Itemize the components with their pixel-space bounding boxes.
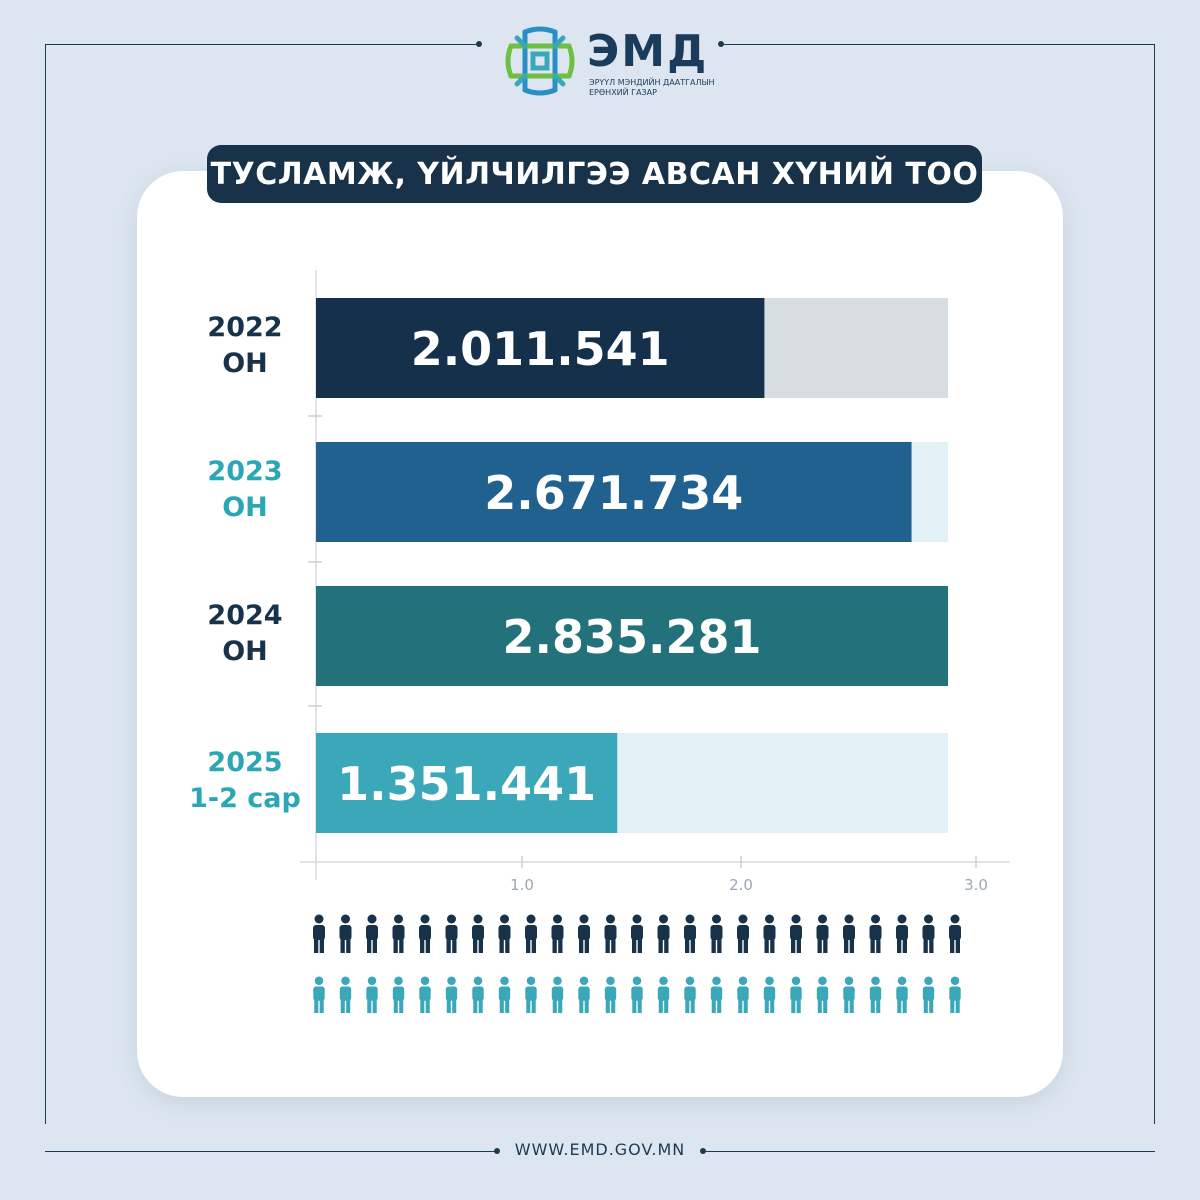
person-icon xyxy=(366,976,378,1014)
person-icon xyxy=(843,976,855,1014)
person-icon xyxy=(604,976,617,1014)
header-line-right-vertical xyxy=(1154,44,1155,1124)
footer-url-link[interactable]: WWW.EMD.GOV.MN xyxy=(514,1140,686,1159)
brand-logo[interactable]: ЭМД ЭРҮҮЛ МЭНДИЙН ДААТГАЛЫН ЕРӨНХИЙ ГАЗА… xyxy=(503,24,715,104)
year-label-line2: 1-2 сар xyxy=(189,783,301,814)
person-icon xyxy=(578,914,590,953)
header-line-right xyxy=(722,44,1155,45)
person-icon xyxy=(578,976,590,1014)
person-icon xyxy=(816,914,829,953)
person-icon xyxy=(737,914,749,953)
bar-value-label: 2.835.281 xyxy=(503,610,762,664)
person-icon xyxy=(525,976,537,1014)
person-icon xyxy=(896,976,908,1014)
year-label-line1: 2023 xyxy=(207,456,282,487)
person-icon xyxy=(843,914,855,953)
person-icon xyxy=(684,914,696,953)
header-dot-right xyxy=(718,41,724,47)
person-icon xyxy=(657,976,670,1014)
bar-value-label: 1.351.441 xyxy=(337,757,596,811)
person-icon xyxy=(313,976,325,1014)
person-icon xyxy=(419,976,431,1014)
person-icon xyxy=(631,976,643,1014)
person-icon xyxy=(498,976,511,1014)
chart-title: ТУСЛАМЖ, ҮЙЛЧИЛГЭЭ АВСАН ХҮНИЙ ТОО xyxy=(207,145,982,203)
person-icon xyxy=(472,914,484,953)
bar-value-label: 2.011.541 xyxy=(411,322,670,376)
person-icon xyxy=(551,914,564,953)
person-icon xyxy=(419,914,431,953)
person-icon xyxy=(949,976,961,1014)
person-icon xyxy=(896,914,908,953)
person-icon xyxy=(339,914,352,953)
person-icon xyxy=(631,914,643,953)
person-icon xyxy=(869,914,882,953)
brand-subtitle-line1: ЭРҮҮЛ МЭНДИЙН ДААТГАЛЫН xyxy=(589,78,715,87)
person-icon xyxy=(339,976,352,1014)
year-label-line2: ОН xyxy=(222,348,268,379)
person-icon xyxy=(922,976,935,1014)
footer-line-left xyxy=(45,1151,495,1152)
person-icon xyxy=(392,976,405,1014)
bar xyxy=(316,442,912,542)
person-icon xyxy=(684,976,696,1014)
person-icon xyxy=(816,976,829,1014)
x-tick-label: 2.0 xyxy=(729,876,753,894)
x-tick-label: 1.0 xyxy=(510,876,534,894)
x-tick-label: 3.0 xyxy=(964,876,988,894)
header-line-left-vertical xyxy=(45,44,46,1124)
brand-subtitle-line2: ЕРӨНХИЙ ГАЗАР xyxy=(589,88,657,97)
person-icon xyxy=(392,914,405,953)
person-icon xyxy=(737,976,749,1014)
bar xyxy=(316,298,765,398)
footer-dot-right xyxy=(700,1148,706,1154)
year-label-line2: ОН xyxy=(222,492,268,523)
person-icon xyxy=(657,914,670,953)
header-line-left xyxy=(45,44,477,45)
person-icon xyxy=(366,914,378,953)
person-icon xyxy=(604,914,617,953)
person-icon xyxy=(525,914,537,953)
bar xyxy=(316,586,948,686)
emd-knot-icon xyxy=(505,26,575,96)
person-icon xyxy=(445,914,458,953)
person-icon xyxy=(790,914,802,953)
person-icon xyxy=(710,976,723,1014)
people-pictogram xyxy=(313,914,961,1014)
year-label-line1: 2025 xyxy=(207,747,282,778)
footer-dot-left xyxy=(494,1148,500,1154)
header-dot-left xyxy=(476,41,482,47)
person-icon xyxy=(869,976,882,1014)
bar-value-label: 2.671.734 xyxy=(484,466,743,520)
brand-subtitle: ЭРҮҮЛ МЭНДИЙН ДААТГАЛЫН ЕРӨНХИЙ ГАЗАР xyxy=(589,78,715,98)
person-icon xyxy=(763,976,776,1014)
footer-line-right xyxy=(706,1151,1155,1152)
brand-name: ЭМД xyxy=(587,26,709,77)
year-label-line1: 2024 xyxy=(207,600,282,631)
person-icon xyxy=(498,914,511,953)
bar xyxy=(316,733,618,833)
person-icon xyxy=(710,914,723,953)
person-icon xyxy=(445,976,458,1014)
person-icon xyxy=(790,976,802,1014)
person-icon xyxy=(551,976,564,1014)
year-label-line2: ОН xyxy=(222,636,268,667)
person-icon xyxy=(922,914,935,953)
year-label-line1: 2022 xyxy=(207,312,282,343)
person-icon xyxy=(472,976,484,1014)
person-icon xyxy=(313,914,325,953)
person-icon xyxy=(949,914,961,953)
person-icon xyxy=(763,914,776,953)
